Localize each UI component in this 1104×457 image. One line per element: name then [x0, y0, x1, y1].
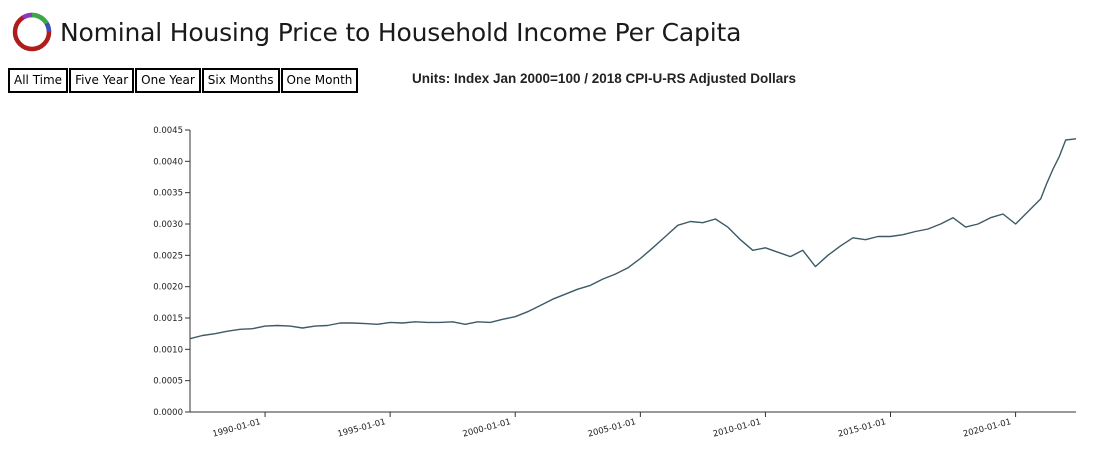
x-tick-label: 1990-01-01 — [212, 417, 262, 439]
page-title: Nominal Housing Price to Household Incom… — [60, 17, 742, 47]
units-label: Units: Index Jan 2000=100 / 2018 CPI-U-R… — [412, 71, 797, 86]
y-tick-label: 0.0040 — [153, 157, 183, 167]
plot-area — [189, 138, 1077, 340]
five-year-button[interactable]: Five Year — [69, 68, 135, 93]
six-months-button[interactable]: Six Months — [201, 68, 280, 93]
x-axis: 1990-01-01 1995-01-01 2000-01-01 2005-01-01… — [190, 411, 1076, 440]
y-tick-label: 0.0015 — [153, 314, 183, 324]
x-tick-label: 2000-01-01 — [462, 417, 512, 439]
logo-icon — [12, 12, 52, 52]
y-tick-label: 0.0005 — [153, 377, 183, 387]
y-tick-label: 0.0010 — [153, 345, 183, 355]
y-tick-label: 0.0045 — [153, 126, 183, 136]
x-tick-label: 2015-01-01 — [837, 417, 887, 439]
time-range-selector: All Time Five Year One Year Six Months O… — [8, 68, 359, 93]
y-tick-label: 0.0025 — [153, 251, 183, 261]
x-tick-label: 2020-01-01 — [962, 417, 1012, 439]
series-line — [189, 138, 1077, 340]
y-tick-label: 0.0000 — [153, 408, 183, 418]
y-axis: 0.0000 0.0005 0.0010 0.0015 0.0020 0.0025 0.00… — [153, 126, 191, 418]
page-header: Nominal Housing Price to Household Incom… — [12, 10, 741, 54]
y-tick-label: 0.0030 — [153, 220, 183, 230]
x-tick-label: 2005-01-01 — [587, 417, 637, 439]
one-year-button[interactable]: One Year — [135, 68, 201, 93]
all-time-button[interactable]: All Time — [8, 68, 69, 93]
x-tick-label: 1995-01-01 — [337, 417, 387, 439]
y-tick-label: 0.0035 — [153, 189, 183, 199]
x-tick-label: 2010-01-01 — [712, 417, 762, 439]
line-chart: 0.0000 0.0005 0.0010 0.0015 0.0020 0.0025 0.00… — [153, 126, 1077, 440]
y-tick-label: 0.0020 — [153, 283, 183, 293]
one-month-button[interactable]: One Month — [280, 68, 359, 93]
